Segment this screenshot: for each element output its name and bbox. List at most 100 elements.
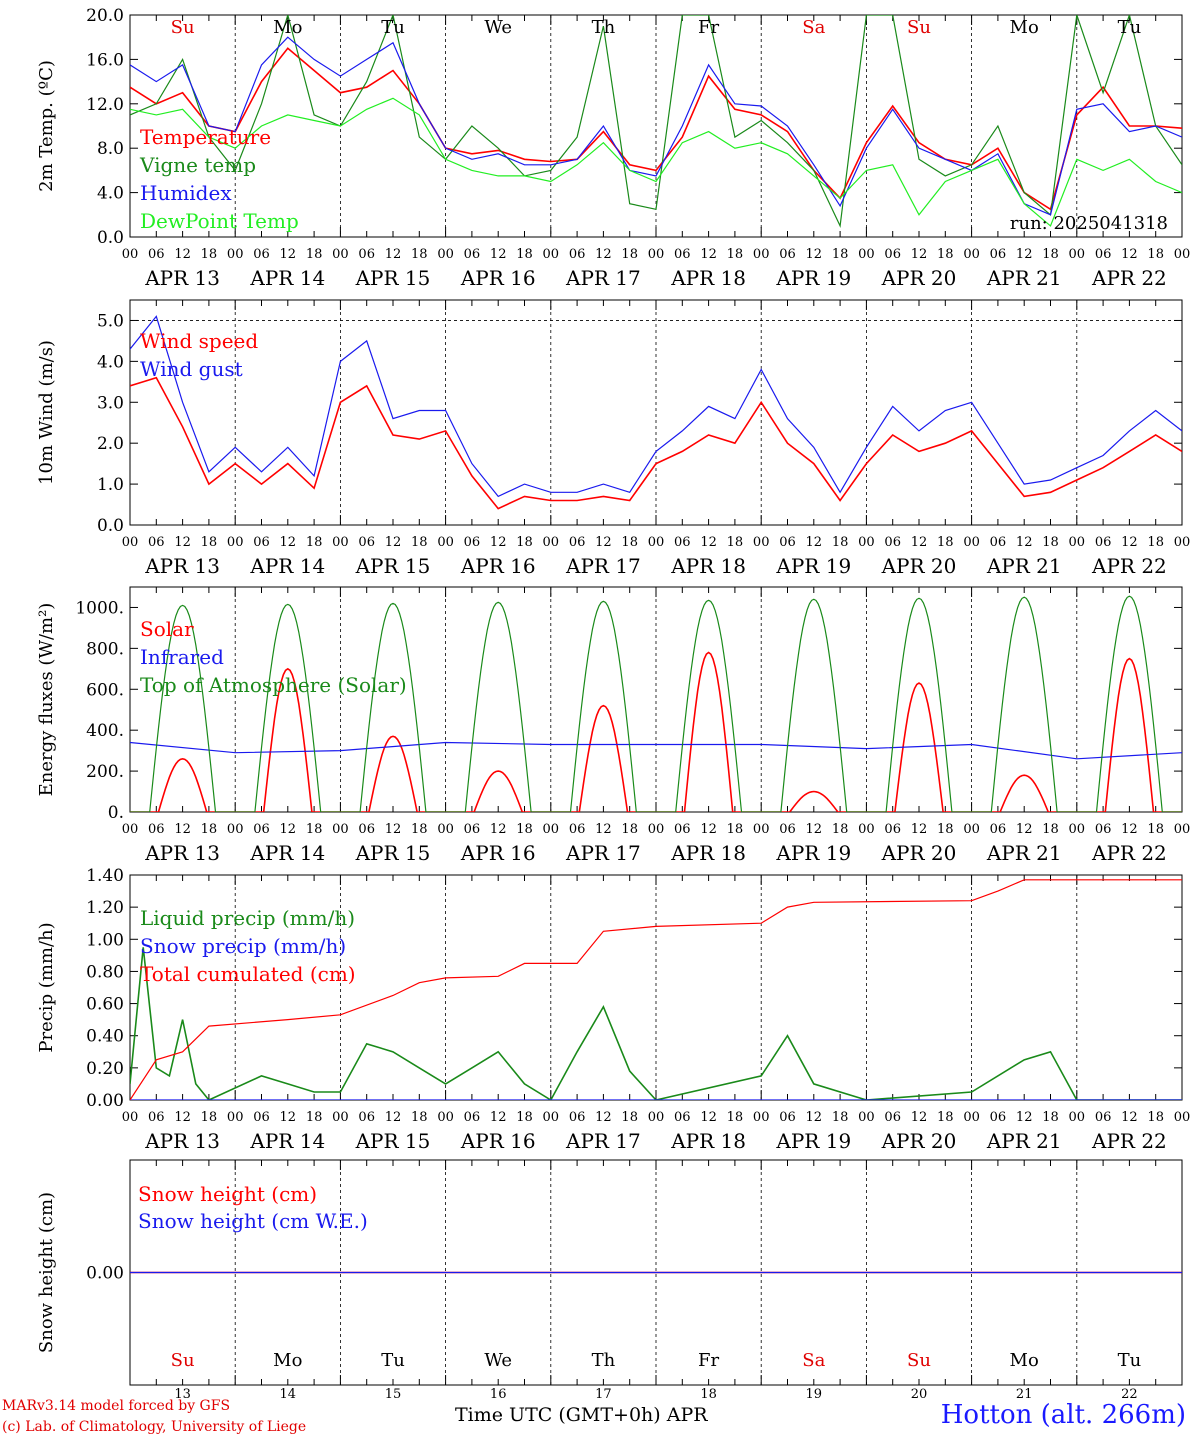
y-tick-label: 600. bbox=[86, 680, 124, 700]
date-label: APR 13 bbox=[144, 554, 220, 578]
hour-tick-label: 18 bbox=[727, 822, 744, 837]
legend-entry: Total cumulated (cm) bbox=[140, 962, 356, 986]
series-line bbox=[130, 376, 1182, 510]
hour-tick-label: 12 bbox=[806, 535, 823, 550]
legend-entry: Wind gust bbox=[140, 357, 243, 381]
hour-tick-label: 06 bbox=[1095, 822, 1112, 837]
hour-tick-label: 00 bbox=[858, 1110, 875, 1125]
date-label: APR 15 bbox=[355, 1129, 431, 1153]
run-label: run: 2025041318 bbox=[1010, 213, 1168, 234]
date-label: APR 22 bbox=[1091, 266, 1167, 290]
y-tick-label: 8.0 bbox=[97, 139, 124, 159]
hour-tick-label: 06 bbox=[990, 822, 1007, 837]
date-label: APR 19 bbox=[775, 1129, 851, 1153]
y-tick-label: 0.00 bbox=[86, 1264, 124, 1284]
y-axis-label: Precip (mm/h) bbox=[36, 922, 57, 1052]
weekday-label: Tu bbox=[1118, 1350, 1142, 1371]
date-label: APR 13 bbox=[144, 841, 220, 865]
hour-tick-label: 00 bbox=[332, 1110, 349, 1125]
weekday-label: Th bbox=[592, 1350, 616, 1371]
hour-tick-label: 06 bbox=[253, 822, 270, 837]
date-label: APR 21 bbox=[986, 554, 1062, 578]
date-label: APR 15 bbox=[355, 554, 431, 578]
weekday-label: Mo bbox=[273, 17, 302, 38]
hour-tick-label: 06 bbox=[674, 1110, 691, 1125]
date-label: APR 16 bbox=[460, 554, 536, 578]
hour-tick-label: 12 bbox=[385, 822, 402, 837]
series-line bbox=[130, 595, 1182, 812]
y-axis-label: 10m Wind (m/s) bbox=[36, 340, 57, 485]
date-label: APR 22 bbox=[1091, 554, 1167, 578]
hour-tick-label: 18 bbox=[727, 535, 744, 550]
hour-tick-label: 00 bbox=[122, 535, 139, 550]
hour-tick-label: 06 bbox=[674, 822, 691, 837]
hour-tick-label: 12 bbox=[700, 247, 717, 262]
hour-tick-label: 06 bbox=[884, 1110, 901, 1125]
hour-tick-label: 00 bbox=[332, 822, 349, 837]
date-label: APR 22 bbox=[1091, 841, 1167, 865]
hour-tick-label: 12 bbox=[174, 1110, 191, 1125]
hour-tick-label: 12 bbox=[700, 822, 717, 837]
y-tick-label: 1.40 bbox=[86, 866, 124, 886]
hour-tick-label: 06 bbox=[464, 535, 481, 550]
series-line bbox=[130, 879, 1182, 1100]
date-label: APR 20 bbox=[881, 841, 957, 865]
date-label: APR 20 bbox=[881, 1129, 957, 1153]
weekday-label: Sa bbox=[802, 1350, 825, 1371]
y-tick-label: 3.0 bbox=[97, 393, 124, 413]
hour-tick-label: 12 bbox=[806, 822, 823, 837]
hour-tick-label: 12 bbox=[1016, 822, 1033, 837]
date-label: APR 18 bbox=[670, 1129, 746, 1153]
hour-tick-label: 12 bbox=[385, 1110, 402, 1125]
legend-entry: Top of Atmosphere (Solar) bbox=[140, 673, 407, 697]
hour-tick-label: 00 bbox=[753, 535, 770, 550]
legend-entry: Liquid precip (mm/h) bbox=[140, 906, 355, 930]
y-axis-label: Energy fluxes (W/m²) bbox=[36, 603, 57, 797]
legend-entry: Temperature bbox=[140, 125, 271, 149]
legend-entry: Infrared bbox=[140, 645, 224, 669]
hour-tick-label: 06 bbox=[569, 247, 586, 262]
hour-tick-label: 06 bbox=[464, 1110, 481, 1125]
date-label: APR 16 bbox=[460, 266, 536, 290]
date-number-label: 21 bbox=[1016, 1387, 1033, 1402]
hour-tick-label: 12 bbox=[490, 822, 507, 837]
hour-tick-label: 18 bbox=[621, 535, 638, 550]
hour-tick-label: 06 bbox=[779, 822, 796, 837]
hour-tick-label: 00 bbox=[753, 1110, 770, 1125]
hour-tick-label: 06 bbox=[569, 1110, 586, 1125]
hour-tick-label: 00 bbox=[858, 247, 875, 262]
weekday-label: Su bbox=[171, 17, 195, 38]
y-tick-label: 1.00 bbox=[86, 930, 124, 950]
hour-tick-label: 12 bbox=[595, 1110, 612, 1125]
date-label: APR 17 bbox=[565, 554, 641, 578]
hour-tick-label: 00 bbox=[858, 535, 875, 550]
hour-tick-label: 18 bbox=[411, 822, 428, 837]
hour-tick-label: 00 bbox=[1174, 822, 1191, 837]
series-group bbox=[130, 315, 1182, 510]
legend-entry: Vigne temp bbox=[139, 153, 256, 177]
y-axis-label: 2m Temp. (ºC) bbox=[36, 60, 57, 192]
legend-entry: Humidex bbox=[140, 181, 232, 205]
hour-tick-label: 06 bbox=[1095, 535, 1112, 550]
hour-tick-label: 06 bbox=[358, 535, 375, 550]
hour-tick-label: 00 bbox=[332, 535, 349, 550]
hour-tick-label: 18 bbox=[201, 1110, 218, 1125]
y-tick-label: 5.0 bbox=[97, 311, 124, 331]
hour-tick-label: 18 bbox=[1042, 535, 1059, 550]
hour-tick-label: 06 bbox=[990, 247, 1007, 262]
hour-tick-label: 06 bbox=[358, 247, 375, 262]
series-line bbox=[130, 651, 1182, 812]
hour-tick-label: 18 bbox=[411, 247, 428, 262]
hour-tick-label: 06 bbox=[358, 822, 375, 837]
hour-tick-label: 00 bbox=[963, 535, 980, 550]
weekday-label: Su bbox=[171, 1350, 195, 1371]
hour-tick-label: 18 bbox=[516, 247, 533, 262]
hour-tick-label: 12 bbox=[806, 247, 823, 262]
hour-tick-label: 18 bbox=[937, 822, 954, 837]
weekday-label: Tu bbox=[381, 1350, 405, 1371]
date-label: APR 18 bbox=[670, 554, 746, 578]
hour-tick-label: 06 bbox=[884, 247, 901, 262]
hour-tick-label: 18 bbox=[1147, 822, 1164, 837]
y-tick-label: 0. bbox=[108, 803, 124, 823]
